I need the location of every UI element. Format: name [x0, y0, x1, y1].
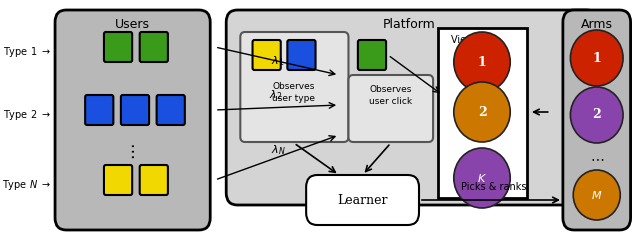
FancyBboxPatch shape — [121, 95, 149, 125]
Text: Type 2 $\rightarrow$: Type 2 $\rightarrow$ — [3, 108, 51, 122]
Text: Arms: Arms — [580, 18, 612, 31]
Text: 1: 1 — [593, 52, 601, 65]
Circle shape — [570, 30, 623, 86]
Text: $\lambda_2$: $\lambda_2$ — [269, 88, 282, 102]
Text: 1: 1 — [477, 55, 486, 68]
Text: Picks & ranks: Picks & ranks — [461, 182, 527, 192]
Text: Observes: Observes — [369, 85, 412, 94]
FancyBboxPatch shape — [240, 32, 348, 142]
FancyBboxPatch shape — [55, 10, 210, 230]
Text: clicks: clicks — [457, 48, 484, 58]
Text: Type $N$ $\rightarrow$: Type $N$ $\rightarrow$ — [3, 178, 51, 192]
Text: Users: Users — [115, 18, 150, 31]
FancyBboxPatch shape — [104, 32, 132, 62]
Text: $\cdots$: $\cdots$ — [589, 151, 604, 165]
FancyBboxPatch shape — [226, 10, 598, 205]
Text: $M$: $M$ — [591, 189, 602, 201]
FancyBboxPatch shape — [253, 40, 281, 70]
Text: user click: user click — [369, 97, 412, 106]
Text: 2: 2 — [477, 106, 486, 119]
Text: $\cdots$: $\cdots$ — [475, 145, 489, 159]
Circle shape — [573, 170, 620, 220]
Circle shape — [454, 82, 510, 142]
Circle shape — [454, 32, 510, 92]
Text: Type 1 $\rightarrow$: Type 1 $\rightarrow$ — [3, 45, 51, 59]
Text: $K$: $K$ — [477, 172, 487, 184]
Circle shape — [570, 87, 623, 143]
Text: $\lambda_1$: $\lambda_1$ — [271, 54, 285, 68]
FancyBboxPatch shape — [140, 32, 168, 62]
Text: 2: 2 — [593, 108, 601, 121]
FancyBboxPatch shape — [157, 95, 185, 125]
FancyBboxPatch shape — [85, 95, 113, 125]
Text: Views &: Views & — [451, 35, 490, 45]
Text: user type: user type — [273, 94, 316, 103]
Bar — [438, 28, 527, 198]
Text: $\lambda_N$: $\lambda_N$ — [271, 143, 285, 157]
FancyBboxPatch shape — [358, 40, 386, 70]
FancyBboxPatch shape — [563, 10, 630, 230]
FancyBboxPatch shape — [104, 165, 132, 195]
FancyBboxPatch shape — [306, 175, 419, 225]
Text: Observes: Observes — [273, 82, 315, 91]
FancyBboxPatch shape — [287, 40, 316, 70]
FancyBboxPatch shape — [140, 165, 168, 195]
Circle shape — [454, 148, 510, 208]
Text: $\cdots$: $\cdots$ — [123, 144, 141, 160]
FancyBboxPatch shape — [348, 75, 433, 142]
Text: Platform: Platform — [383, 18, 436, 31]
Text: Learner: Learner — [337, 193, 388, 206]
